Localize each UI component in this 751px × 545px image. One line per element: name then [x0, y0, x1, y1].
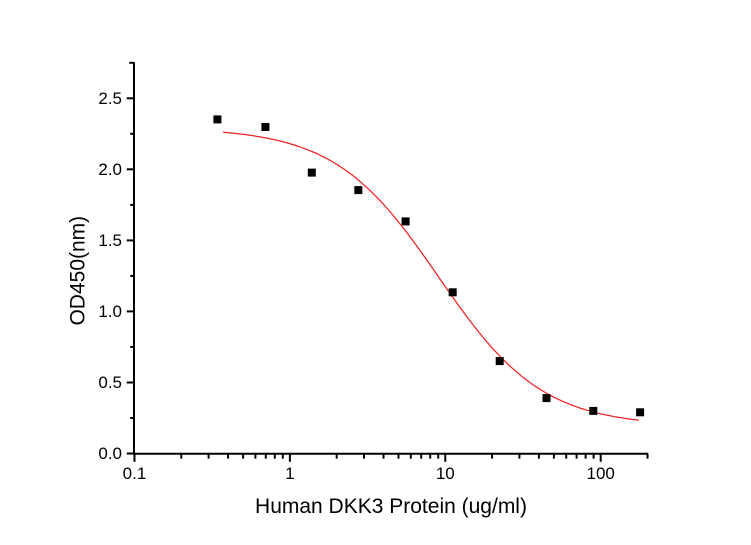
svg-text:0.5: 0.5: [98, 373, 122, 392]
svg-text:2.0: 2.0: [98, 160, 122, 179]
svg-text:0.0: 0.0: [98, 444, 122, 463]
svg-text:10: 10: [436, 464, 455, 483]
svg-text:1: 1: [285, 464, 294, 483]
svg-text:OD450(nm): OD450(nm): [67, 216, 90, 326]
svg-text:100: 100: [587, 464, 615, 483]
svg-text:Human DKK3 Protein (ug/ml): Human DKK3 Protein (ug/ml): [255, 495, 527, 518]
svg-text:2.5: 2.5: [98, 89, 122, 108]
svg-text:1.0: 1.0: [98, 302, 122, 321]
svg-text:0.1: 0.1: [123, 464, 147, 483]
svg-text:1.5: 1.5: [98, 231, 122, 250]
